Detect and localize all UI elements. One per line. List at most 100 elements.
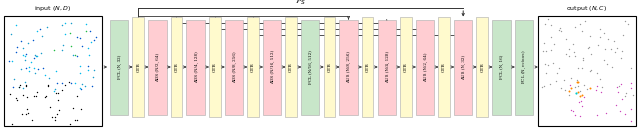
Point — [626, 82, 636, 84]
Text: GTB: GTB — [365, 62, 370, 72]
Point — [18, 54, 28, 56]
Bar — [492, 20, 511, 114]
Point — [6, 33, 16, 36]
Point — [618, 34, 628, 36]
Text: ADS (N/2, 64): ADS (N/2, 64) — [156, 52, 159, 82]
Point — [22, 96, 32, 98]
Point — [566, 87, 576, 89]
Point — [28, 119, 38, 121]
Point — [578, 59, 588, 61]
Point — [566, 77, 577, 79]
Text: input $(N, D)$: input $(N, D)$ — [35, 4, 72, 13]
Point — [579, 20, 589, 22]
Bar — [225, 20, 243, 114]
Point — [22, 111, 33, 114]
Point — [36, 52, 46, 54]
Point — [17, 94, 28, 96]
Point — [89, 69, 99, 71]
Point — [29, 67, 40, 69]
Point — [584, 46, 594, 49]
Point — [568, 43, 579, 45]
Point — [83, 47, 93, 49]
Point — [16, 40, 26, 42]
Point — [543, 18, 554, 21]
Point — [89, 39, 99, 41]
Point — [620, 95, 630, 97]
Point — [68, 107, 78, 109]
Point — [66, 22, 76, 25]
Point — [582, 88, 592, 90]
Bar — [110, 20, 128, 114]
Point — [56, 49, 67, 51]
Point — [29, 95, 39, 97]
Text: GTB: GTB — [212, 62, 217, 72]
Point — [539, 85, 549, 87]
Bar — [186, 20, 205, 114]
Point — [74, 37, 84, 39]
Point — [12, 46, 22, 49]
Point — [573, 100, 584, 103]
Point — [577, 94, 587, 97]
Point — [573, 91, 583, 93]
Point — [4, 60, 15, 62]
Point — [81, 23, 91, 25]
Point — [44, 106, 54, 108]
Text: AUS (N/2, 64): AUS (N/2, 64) — [423, 52, 427, 82]
Point — [583, 47, 593, 49]
Point — [541, 72, 551, 74]
Point — [585, 70, 595, 72]
Point — [609, 40, 619, 42]
Point — [77, 83, 88, 85]
Point — [625, 66, 636, 69]
Point — [539, 42, 549, 44]
Point — [47, 116, 57, 118]
Point — [86, 41, 96, 43]
Point — [76, 88, 86, 90]
Point — [60, 33, 70, 35]
Point — [32, 55, 42, 57]
Text: GTB: GTB — [480, 62, 484, 72]
Point — [628, 94, 638, 96]
Point — [599, 59, 609, 61]
Point — [40, 96, 50, 98]
Point — [549, 43, 559, 45]
Point — [592, 85, 602, 87]
Point — [593, 44, 604, 46]
Point — [626, 87, 636, 89]
Bar — [515, 20, 533, 114]
Point — [28, 39, 38, 41]
Point — [18, 87, 28, 89]
Point — [22, 42, 33, 44]
Point — [31, 95, 41, 97]
Point — [620, 20, 630, 22]
Point — [564, 48, 574, 50]
Bar — [362, 17, 374, 117]
Text: AUS (N/4, 128): AUS (N/4, 128) — [385, 51, 388, 83]
Text: GTB: GTB — [136, 62, 140, 72]
Point — [60, 22, 70, 24]
Point — [43, 84, 53, 86]
Text: GTB: GTB — [442, 62, 446, 72]
Point — [614, 85, 624, 87]
Point — [20, 81, 30, 83]
Point — [38, 67, 49, 69]
Point — [53, 99, 63, 101]
Point — [83, 65, 93, 67]
Bar — [285, 17, 297, 117]
Point — [76, 108, 86, 111]
Point — [5, 93, 15, 95]
Point — [620, 113, 630, 115]
Point — [10, 97, 20, 99]
Point — [53, 92, 63, 94]
Point — [33, 68, 43, 70]
Point — [617, 98, 627, 100]
Bar — [454, 20, 472, 114]
Point — [63, 81, 74, 83]
Point — [626, 107, 636, 110]
Point — [31, 30, 42, 32]
Point — [575, 115, 585, 117]
Bar — [324, 17, 335, 117]
Point — [42, 26, 52, 28]
Point — [20, 59, 30, 61]
Point — [86, 85, 97, 87]
